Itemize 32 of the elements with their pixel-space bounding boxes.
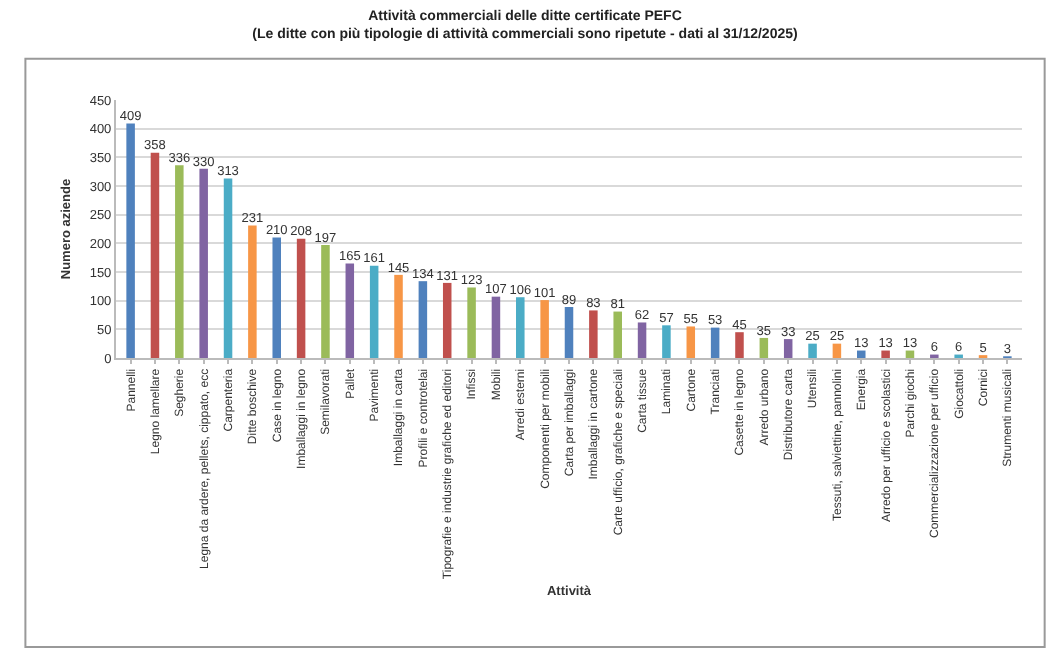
bar [735,332,744,358]
bar [345,263,355,358]
bar [272,237,281,358]
bar [686,326,696,358]
bar [808,343,817,358]
bar [296,238,306,358]
bar [881,350,890,358]
bar [710,327,720,358]
bar [126,123,135,358]
bar [199,168,208,358]
bar [223,178,233,358]
bar [442,282,452,358]
bar [564,306,574,358]
bar [759,337,769,358]
bar [248,225,257,358]
bar [637,322,647,358]
bar [516,297,525,358]
bar [150,152,160,358]
bar [175,165,184,358]
bar [418,281,428,358]
bar [467,287,476,358]
bar [321,245,330,358]
bar [540,300,549,358]
bar [369,265,379,358]
bar [783,339,793,358]
bar [832,343,842,358]
bar [394,274,403,358]
bar [491,296,501,358]
bar [589,310,598,358]
bar [662,325,671,358]
bar [613,311,622,358]
bar [857,350,866,358]
